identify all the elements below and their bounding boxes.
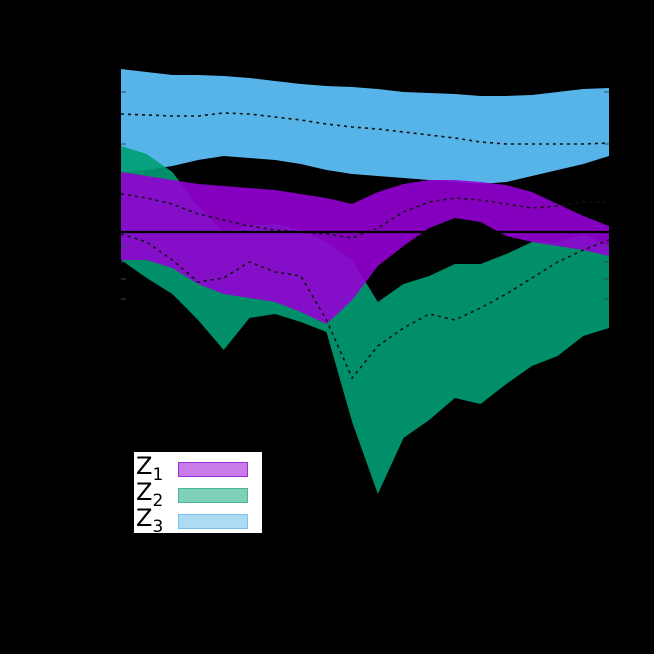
bands-layer [121,69,609,494]
legend-item-z2: Z2 [134,478,262,511]
legend-swatch-z1 [178,462,248,477]
legend-label: Z2 [136,478,164,511]
band-z1 [121,172,609,324]
y-ticks [121,91,609,300]
legend: Z1 Z2 Z3 [134,452,262,537]
legend-label: Z1 [136,452,164,485]
mean-lines-layer [120,112,610,380]
legend-item-z1: Z1 [134,452,262,485]
mean-line-z3 [120,112,610,145]
legend-swatch-z2 [178,488,248,503]
legend-label: Z3 [136,504,164,537]
mean-line-z2 [120,233,610,380]
mean-line-z1 [120,193,609,239]
band-z3 [121,69,609,184]
legend-item-z3: Z3 [134,504,262,537]
legend-swatch-z3 [178,514,248,529]
